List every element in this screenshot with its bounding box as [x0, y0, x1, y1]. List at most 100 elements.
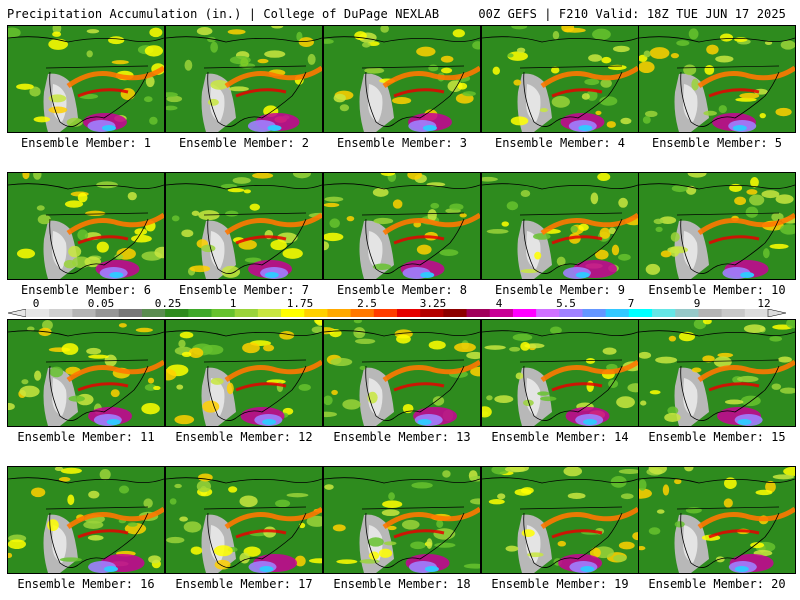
precip-area: [597, 173, 611, 182]
very-dry-region: [526, 231, 541, 269]
precip-area: [600, 78, 612, 88]
precip-area: [549, 326, 562, 334]
rain-band: [540, 212, 638, 236]
us-canada-border: [203, 506, 307, 510]
precip-area: [174, 483, 182, 489]
precip-area: [534, 251, 542, 260]
colorbar-tick-label: 4: [495, 297, 503, 310]
coastline: [482, 477, 638, 484]
precip-area: [196, 27, 213, 36]
precip-area: [154, 246, 164, 259]
precip-area: [662, 484, 670, 496]
ensemble-member-label: Ensemble Member: 14: [491, 430, 629, 444]
precip-area: [739, 92, 760, 99]
precip-area: [671, 184, 688, 193]
precip-area: [184, 59, 193, 71]
precip-area: [746, 189, 758, 195]
heavy-rain-band: [708, 235, 760, 245]
us-coastline: [49, 71, 149, 127]
colorbar-swatch: [675, 309, 699, 317]
very-dry-region: [683, 378, 698, 416]
precip-area: [743, 324, 766, 333]
rain-band: [66, 506, 164, 530]
precip-area: [201, 244, 216, 253]
us-canada-border: [361, 359, 465, 363]
precip-area: [540, 396, 557, 402]
precip-area: [143, 498, 153, 509]
precip-area: [127, 522, 138, 527]
very-dry-region: [683, 525, 698, 563]
precip-area: [232, 177, 251, 184]
rain-band: [382, 506, 480, 530]
rain-band: [697, 65, 795, 89]
ensemble-member-map: [481, 319, 639, 427]
precip-area: [620, 493, 634, 500]
ensemble-member-label: Ensemble Member: 12: [175, 430, 313, 444]
precip-area: [506, 201, 519, 211]
precip-area: [702, 355, 715, 363]
precip-area: [449, 203, 464, 211]
ensemble-member-label: Ensemble Member: 4: [494, 136, 626, 150]
precip-area: [763, 248, 770, 259]
precip-area: [588, 54, 603, 62]
precip-area: [563, 467, 583, 477]
ensemble-member-label: Ensemble Member: 15: [648, 430, 786, 444]
tropical-precip-max: [732, 125, 747, 131]
precip-area: [556, 256, 566, 267]
colorbar-tick-label: 12: [757, 297, 771, 310]
heavy-rain-band: [551, 235, 603, 245]
rain-band: [382, 65, 480, 89]
precip-area: [33, 116, 51, 123]
very-dry-region: [52, 378, 67, 416]
us-coastline: [680, 71, 780, 127]
us-coastline: [680, 512, 780, 568]
precip-area: [324, 232, 344, 242]
precip-area: [484, 345, 506, 350]
precip-area: [407, 173, 423, 180]
precip-area: [620, 117, 632, 125]
precip-area: [396, 334, 411, 344]
precip-area: [648, 527, 661, 535]
colorbar-swatch: [141, 309, 166, 317]
ensemble-member-map: [323, 466, 481, 574]
precip-area: [298, 37, 314, 47]
ensemble-member-map: [165, 319, 323, 427]
precip-area: [16, 248, 36, 259]
precip-area: [563, 27, 586, 33]
precip-map: [8, 173, 164, 279]
precip-area: [780, 224, 795, 235]
coastline: [166, 36, 322, 43]
precip-area: [642, 116, 651, 124]
precip-area: [330, 357, 353, 367]
precip-area: [22, 173, 30, 180]
coastline: [166, 477, 322, 484]
precip-area: [613, 554, 627, 562]
precip-area: [786, 320, 795, 329]
colorbar-swatch: [95, 309, 120, 317]
us-canada-border: [519, 65, 623, 69]
us-coastline: [207, 71, 307, 127]
ensemble-member-map: [7, 319, 165, 427]
precip-area: [228, 486, 238, 493]
precip-area: [428, 64, 439, 72]
precip-area: [706, 44, 719, 55]
precip-area: [608, 379, 619, 388]
precip-area: [723, 498, 733, 508]
precip-area: [578, 223, 589, 231]
precip-map: [8, 26, 164, 132]
us-canada-border: [361, 65, 465, 69]
precip-area: [724, 399, 744, 405]
precip-area: [368, 551, 380, 560]
precip-area: [539, 108, 548, 113]
coastline: [482, 330, 638, 337]
colorbar-swatch: [188, 309, 212, 317]
ensemble-member-label: Ensemble Member: 2: [178, 136, 310, 150]
precip-area: [640, 400, 647, 406]
precip-area: [238, 239, 257, 250]
us-canada-border: [203, 359, 307, 363]
precip-area: [210, 377, 224, 385]
precip-area: [557, 540, 567, 547]
tropical-precip-max: [264, 272, 279, 278]
precip-area: [656, 509, 665, 514]
precip-area: [58, 477, 71, 482]
